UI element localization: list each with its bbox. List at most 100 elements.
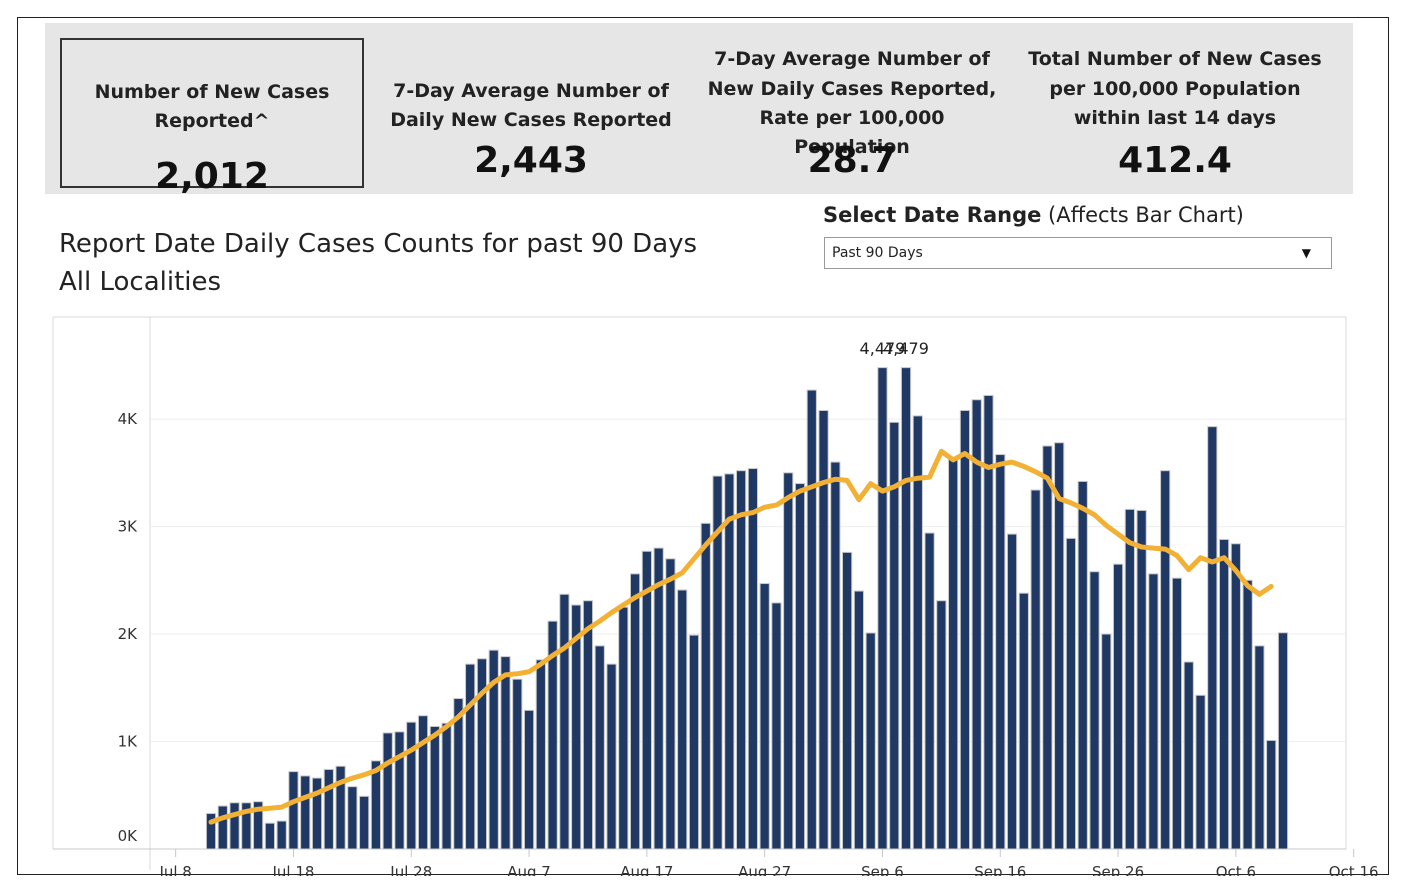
bar bbox=[606, 663, 617, 850]
bar bbox=[794, 483, 806, 850]
kpi-label-line: 7-Day Average Number of bbox=[393, 80, 669, 102]
bar bbox=[229, 802, 240, 850]
y-tick-label: 4K bbox=[118, 410, 139, 428]
bar-data-label: 4,479 bbox=[860, 339, 906, 358]
bar bbox=[1089, 571, 1100, 850]
bar bbox=[771, 602, 782, 850]
bar bbox=[700, 522, 711, 850]
bar bbox=[1124, 508, 1135, 850]
bar bbox=[818, 410, 829, 850]
kpi-label-line: within last 14 days bbox=[1073, 107, 1277, 129]
bar bbox=[441, 722, 452, 850]
chart-title-line: Report Date Daily Cases Counts for past … bbox=[59, 229, 698, 259]
bar bbox=[995, 454, 1006, 850]
date-range-select[interactable]: Past 90 Days ▼ bbox=[824, 237, 1332, 269]
bar bbox=[1136, 509, 1147, 850]
date-range-value: Past 90 Days bbox=[832, 245, 923, 261]
bar bbox=[1112, 563, 1124, 850]
bar bbox=[1242, 579, 1253, 850]
bar bbox=[1218, 538, 1230, 850]
bar bbox=[806, 389, 817, 850]
bar bbox=[1171, 577, 1183, 850]
bar bbox=[629, 573, 641, 850]
bar bbox=[594, 645, 605, 850]
bar bbox=[1195, 694, 1206, 850]
bar bbox=[1006, 533, 1018, 850]
bar bbox=[1230, 543, 1241, 850]
bar bbox=[453, 698, 464, 850]
date-range-label-note: (Affects Bar Chart) bbox=[1041, 203, 1244, 227]
kpi-label-line: Total Number of New Cases bbox=[1028, 48, 1322, 70]
bar bbox=[276, 820, 287, 850]
bar bbox=[571, 604, 582, 850]
bar bbox=[1183, 661, 1194, 850]
y-tick-label: 0K bbox=[118, 827, 139, 845]
date-range-label-bold: Select Date Range bbox=[823, 203, 1042, 227]
kpi-14day-rate[interactable]: Total Number of New Cases per 100,000 Po… bbox=[1023, 23, 1327, 194]
bar bbox=[406, 721, 417, 850]
bar bbox=[1054, 442, 1065, 850]
bar bbox=[1148, 573, 1159, 850]
bar bbox=[865, 632, 876, 850]
bar bbox=[889, 421, 900, 850]
bar bbox=[1254, 645, 1265, 850]
bar bbox=[853, 590, 864, 850]
kpi-value: 2,012 bbox=[155, 156, 269, 197]
bar bbox=[936, 600, 947, 850]
bar bbox=[724, 473, 735, 850]
bar bbox=[712, 475, 723, 850]
bar bbox=[394, 731, 405, 850]
bar bbox=[359, 795, 370, 850]
bar bbox=[1018, 592, 1029, 850]
chart-subtitle-line: All Localities bbox=[59, 267, 222, 297]
triangle-down-icon[interactable]: ▼ bbox=[1301, 246, 1311, 260]
bar bbox=[653, 547, 664, 850]
bar bbox=[476, 658, 488, 850]
bar bbox=[300, 775, 311, 850]
bar bbox=[783, 472, 794, 850]
bar bbox=[205, 813, 217, 850]
bar bbox=[370, 760, 382, 850]
bar bbox=[547, 620, 558, 850]
bar bbox=[912, 415, 923, 850]
bar bbox=[688, 634, 700, 850]
bar bbox=[559, 593, 570, 850]
kpi-label-line: per 100,000 Population bbox=[1049, 78, 1301, 100]
bar bbox=[311, 777, 323, 850]
kpi-label-line: Daily New Cases Reported bbox=[390, 109, 672, 131]
kpi-7day-average[interactable]: 7-Day Average Number of Daily New Cases … bbox=[376, 23, 686, 194]
y-tick-label: 3K bbox=[118, 518, 139, 536]
bar bbox=[900, 367, 912, 850]
kpi-label-line: New Daily Cases Reported, bbox=[707, 78, 997, 100]
bar bbox=[1207, 426, 1218, 850]
bar bbox=[523, 709, 535, 850]
bar bbox=[924, 532, 935, 850]
bar bbox=[747, 468, 758, 850]
kpi-new-cases[interactable]: Number of New Cases Reported^ 2,012 bbox=[60, 38, 364, 197]
kpi-7day-rate[interactable]: 7-Day Average Number of New Daily Cases … bbox=[700, 23, 1004, 194]
bar bbox=[1277, 632, 1289, 850]
bar bbox=[842, 551, 853, 850]
bar bbox=[983, 394, 994, 850]
bar bbox=[241, 802, 252, 850]
bar bbox=[347, 786, 358, 850]
bar bbox=[1101, 633, 1112, 850]
kpi-bar: Number of New Cases Reported^ 2,012 7-Da… bbox=[45, 23, 1353, 197]
dashboard-frame bbox=[17, 17, 1389, 875]
bar bbox=[677, 589, 688, 850]
bar bbox=[1266, 739, 1277, 850]
bar bbox=[217, 805, 228, 850]
bar-data-label: 4,479 bbox=[883, 339, 929, 358]
kpi-value: 412.4 bbox=[1118, 140, 1232, 181]
seven-day-average-line bbox=[208, 448, 1274, 825]
kpi-value: 2,443 bbox=[474, 140, 588, 181]
bar bbox=[488, 649, 499, 850]
kpi-value: 28.7 bbox=[807, 140, 897, 181]
bar bbox=[948, 457, 959, 850]
kpi-label-line: Rate per 100,000 Population bbox=[759, 107, 945, 158]
bar bbox=[335, 765, 346, 850]
bar bbox=[877, 367, 888, 850]
bar bbox=[665, 558, 676, 850]
chart-title: Report Date Daily Cases Counts for past … bbox=[59, 225, 697, 301]
